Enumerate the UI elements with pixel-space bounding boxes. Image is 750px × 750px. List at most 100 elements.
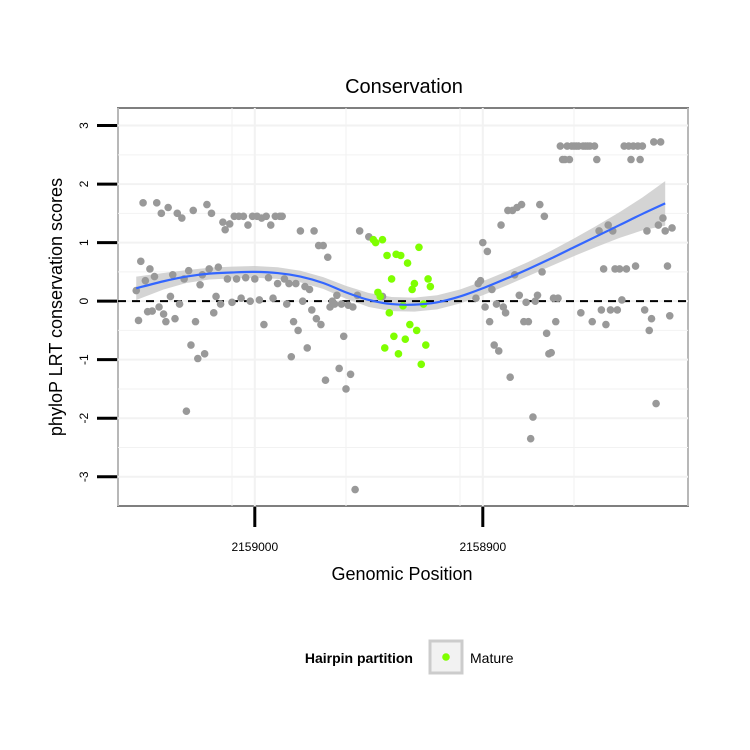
legend-mature-dot bbox=[442, 653, 450, 661]
x-axis-label: Genomic Position bbox=[331, 564, 472, 584]
point-other bbox=[613, 306, 622, 314]
point-other bbox=[551, 317, 560, 326]
point-other bbox=[134, 316, 143, 325]
point-other bbox=[497, 221, 505, 229]
point-other bbox=[524, 317, 533, 326]
point-other bbox=[499, 303, 508, 311]
point-other bbox=[531, 297, 540, 305]
point-other bbox=[139, 199, 147, 207]
point-other bbox=[588, 317, 597, 326]
y-tick-label: -2 bbox=[77, 413, 91, 424]
point-mature bbox=[394, 350, 403, 358]
point-other bbox=[556, 142, 565, 150]
point-other bbox=[184, 266, 193, 275]
x-tick-label: 2158900 bbox=[459, 540, 506, 554]
point-mature bbox=[426, 282, 435, 291]
legend-mature-label: Mature bbox=[470, 650, 514, 666]
point-other bbox=[239, 212, 248, 221]
point-other bbox=[533, 291, 542, 300]
point-mature bbox=[408, 285, 416, 294]
point-other bbox=[346, 370, 355, 379]
point-other bbox=[196, 280, 204, 289]
point-mature bbox=[371, 238, 380, 247]
point-other bbox=[155, 303, 163, 311]
point-other bbox=[593, 155, 601, 164]
point-other bbox=[162, 317, 170, 326]
point-other bbox=[191, 317, 200, 326]
y-tick-label: 2 bbox=[77, 180, 91, 187]
point-other bbox=[488, 285, 496, 294]
point-other bbox=[173, 209, 182, 218]
point-other bbox=[289, 317, 298, 326]
point-mature bbox=[385, 309, 394, 317]
point-other bbox=[200, 350, 209, 358]
point-other bbox=[296, 227, 305, 235]
point-mature bbox=[387, 275, 396, 283]
point-other bbox=[310, 227, 318, 235]
point-other bbox=[517, 200, 526, 209]
point-other bbox=[615, 265, 624, 273]
point-other bbox=[492, 300, 501, 308]
point-other bbox=[665, 311, 674, 320]
point-other bbox=[205, 265, 213, 273]
point-mature bbox=[424, 275, 432, 283]
chart-title: Conservation bbox=[345, 76, 463, 98]
point-other bbox=[303, 344, 312, 352]
y-axis-label: phyloP LRT conservation scores bbox=[46, 178, 66, 436]
point-other bbox=[337, 300, 346, 308]
point-other bbox=[317, 320, 325, 329]
point-other bbox=[522, 298, 530, 307]
point-other bbox=[287, 352, 296, 361]
point-other bbox=[189, 206, 198, 215]
point-other bbox=[273, 279, 282, 288]
point-other bbox=[590, 142, 599, 150]
point-other bbox=[577, 309, 585, 317]
point-other bbox=[232, 275, 241, 283]
point-other bbox=[182, 407, 191, 415]
y-tick-label: 1 bbox=[77, 239, 91, 246]
point-other bbox=[638, 142, 647, 150]
point-mature bbox=[412, 326, 421, 335]
point-other bbox=[244, 221, 252, 229]
smooth-curve bbox=[135, 202, 666, 306]
y-axis: -3 -2 -1 0 1 2 3 bbox=[77, 122, 117, 482]
legend-title: Hairpin partition bbox=[305, 650, 413, 666]
point-other bbox=[351, 485, 359, 494]
point-mature bbox=[396, 251, 405, 260]
x-axis: 2159000 2158900 bbox=[231, 507, 506, 554]
point-other bbox=[349, 303, 357, 311]
point-other bbox=[515, 291, 524, 300]
point-other bbox=[312, 314, 321, 323]
point-other bbox=[540, 212, 549, 221]
point-other bbox=[606, 306, 615, 314]
point-other bbox=[668, 224, 676, 232]
point-other bbox=[323, 253, 332, 262]
point-other bbox=[187, 341, 195, 349]
point-other bbox=[640, 306, 649, 314]
point-other bbox=[494, 347, 503, 355]
point-other bbox=[627, 155, 635, 164]
confidence-band-area bbox=[136, 181, 666, 312]
point-other bbox=[221, 225, 229, 234]
point-mature bbox=[380, 344, 389, 352]
point-other bbox=[355, 227, 364, 235]
point-other bbox=[251, 275, 259, 283]
point-other bbox=[282, 300, 291, 308]
x-tick-label: 2159000 bbox=[231, 540, 278, 554]
point-other bbox=[294, 326, 302, 335]
point-other bbox=[264, 273, 273, 282]
point-other bbox=[157, 209, 166, 218]
point-other bbox=[285, 279, 293, 288]
point-other bbox=[266, 221, 275, 229]
point-mature bbox=[383, 251, 391, 260]
point-other bbox=[643, 227, 651, 235]
point-other bbox=[260, 320, 268, 329]
point-other bbox=[656, 138, 665, 146]
point-mature bbox=[415, 243, 423, 252]
point-mature bbox=[422, 341, 430, 349]
point-other bbox=[476, 276, 485, 285]
point-other bbox=[280, 275, 289, 283]
point-other bbox=[485, 317, 494, 326]
point-other bbox=[168, 271, 177, 279]
point-other bbox=[148, 307, 156, 315]
